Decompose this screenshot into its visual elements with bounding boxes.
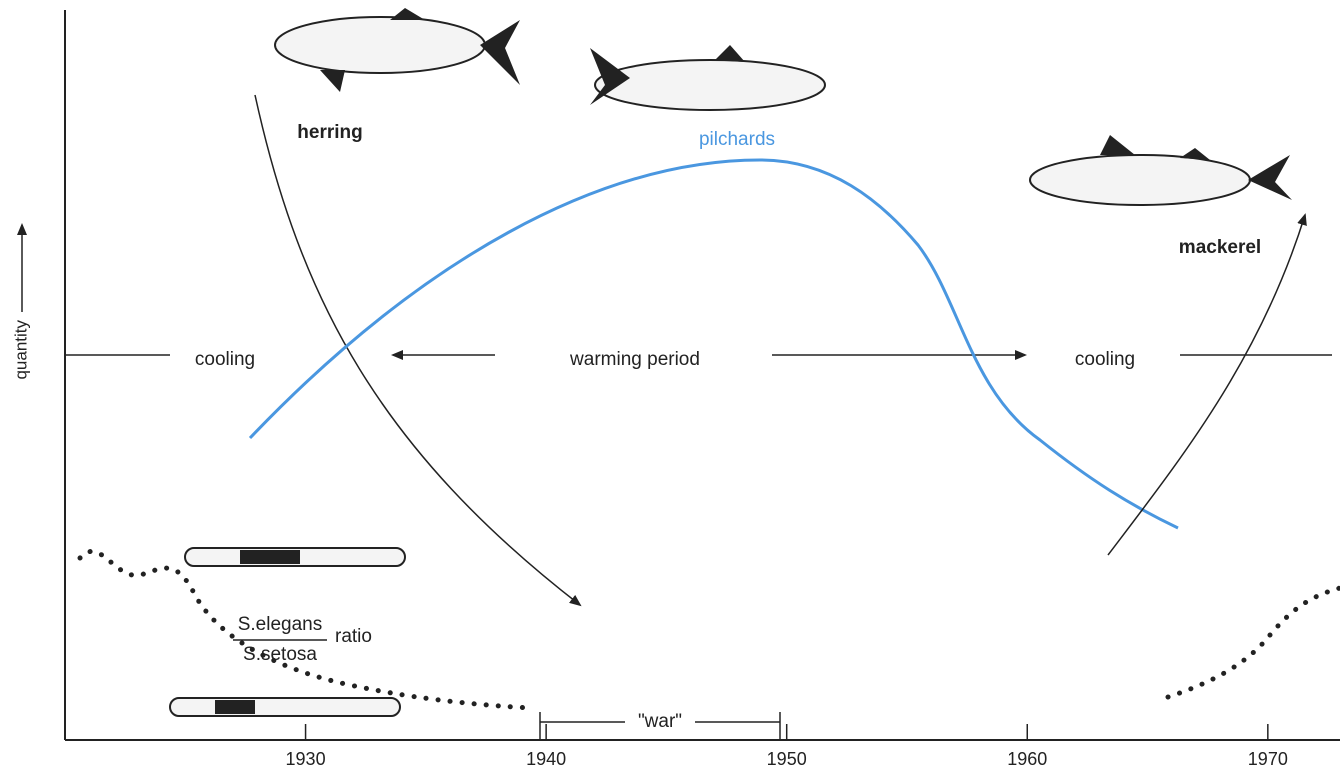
species-label: herring [297, 122, 362, 143]
x-tick-label: 1960 [1007, 749, 1047, 769]
ratio-dots [1165, 585, 1340, 700]
herring-fish [274, 8, 520, 92]
pilchard-curve [248, 158, 1179, 530]
y-label-group: quantity [11, 223, 30, 380]
arrow-worm [169, 697, 401, 717]
war-label-bg [625, 710, 695, 734]
pilchard-fish [590, 45, 826, 111]
mackerel-fish [1029, 135, 1292, 206]
arrow-worm [184, 547, 406, 567]
x-tick-label: 1940 [526, 749, 566, 769]
species-label: mackerel [1179, 237, 1261, 258]
y-axis-label: quantity [11, 320, 30, 380]
period-label: warming period [569, 349, 700, 370]
ratio-dots [77, 548, 533, 711]
ratio-label: ratio [335, 626, 372, 647]
herring-curve [254, 94, 582, 607]
period-label: cooling [195, 349, 255, 370]
ratio-numerator: S.elegans [238, 614, 323, 635]
war-label: "war" [638, 711, 682, 732]
x-tick-label: 1930 [286, 749, 326, 769]
ratio-denominator: S.setosa [243, 644, 317, 665]
mackerel-curve [1107, 213, 1307, 556]
x-tick-label: 1970 [1248, 749, 1288, 769]
x-tick-label: 1950 [767, 749, 807, 769]
period-label: cooling [1075, 349, 1135, 370]
species-label: pilchards [699, 129, 775, 150]
